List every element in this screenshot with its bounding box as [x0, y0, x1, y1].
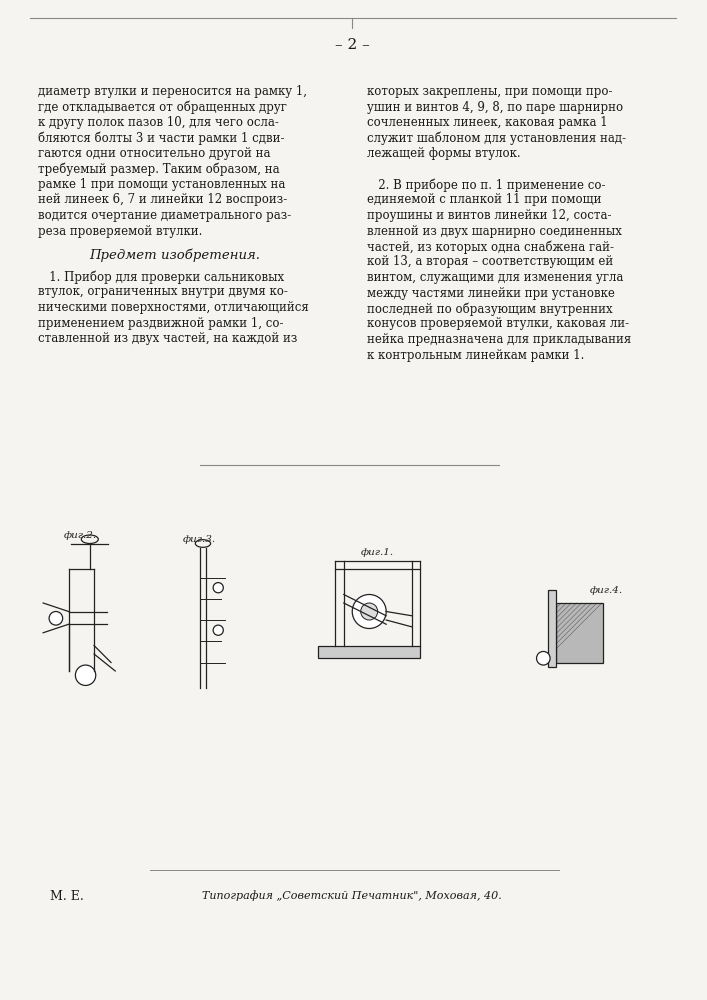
Text: к другу полок пазов 10, для чего осла-: к другу полок пазов 10, для чего осла-: [38, 116, 279, 129]
Circle shape: [361, 603, 378, 620]
Text: фиг.3.: фиг.3.: [183, 535, 216, 544]
Text: ней линеек 6, 7 и линейки 12 воспроиз-: ней линеек 6, 7 и линейки 12 воспроиз-: [38, 194, 287, 207]
Bar: [547, 590, 556, 667]
Text: гаются одни относительно другой на: гаются одни относительно другой на: [38, 147, 270, 160]
Text: фиг.1.: фиг.1.: [361, 548, 395, 557]
Text: водится очертание диаметрального раз-: водится очертание диаметрального раз-: [38, 209, 291, 222]
Text: единяемой с планкой 11 при помощи: единяемой с планкой 11 при помощи: [367, 194, 602, 207]
Text: ническими поверхностями, отличающийся: ническими поверхностями, отличающийся: [38, 301, 309, 314]
Text: винтом, служащими для изменения угла: винтом, служащими для изменения угла: [367, 271, 624, 284]
Circle shape: [49, 611, 63, 625]
Text: к контрольным линейкам рамки 1.: к контрольным линейкам рамки 1.: [367, 349, 585, 361]
Text: втулок, ограниченных внутри двумя ко-: втулок, ограниченных внутри двумя ко-: [38, 286, 288, 298]
Text: – 2 –: – 2 –: [335, 38, 370, 52]
Text: кой 13, а вторая – соответствующим ей: кой 13, а вторая – соответствующим ей: [367, 255, 614, 268]
Circle shape: [537, 651, 550, 665]
Text: Типография „Советский Печатник", Моховая, 40.: Типография „Советский Печатник", Моховая…: [202, 890, 502, 901]
Text: сочлененных линеек, каковая рамка 1: сочлененных линеек, каковая рамка 1: [367, 116, 608, 129]
Text: проушины и винтов линейки 12, соста-: проушины и винтов линейки 12, соста-: [367, 209, 612, 222]
Text: Предмет изобретения.: Предмет изобретения.: [89, 248, 260, 261]
Text: 2. В приборе по п. 1 применение со-: 2. В приборе по п. 1 применение со-: [367, 178, 606, 192]
Bar: [556, 603, 602, 662]
Text: служит шаблоном для установления над-: служит шаблоном для установления над-: [367, 131, 626, 145]
Text: нейка предназначена для прикладывания: нейка предназначена для прикладывания: [367, 333, 631, 346]
Circle shape: [213, 625, 223, 635]
Text: применением раздвижной рамки 1, со-: применением раздвижной рамки 1, со-: [38, 316, 284, 330]
Bar: [318, 646, 420, 658]
Text: рамке 1 при помощи установленных на: рамке 1 при помощи установленных на: [38, 178, 286, 191]
Text: диаметр втулки и переносится на рамку 1,: диаметр втулки и переносится на рамку 1,: [38, 85, 307, 98]
Text: ушин и винтов 4, 9, 8, по паре шарнирно: ушин и винтов 4, 9, 8, по паре шарнирно: [367, 101, 624, 113]
Text: частей, из которых одна снабжена гай-: частей, из которых одна снабжена гай-: [367, 240, 614, 253]
Text: ставленной из двух частей, на каждой из: ставленной из двух частей, на каждой из: [38, 332, 297, 345]
Text: лежащей формы втулок.: лежащей формы втулок.: [367, 147, 521, 160]
Text: реза проверяемой втулки.: реза проверяемой втулки.: [38, 225, 202, 237]
Text: бляются болты 3 и части рамки 1 сдви-: бляются болты 3 и части рамки 1 сдви-: [38, 131, 284, 145]
Circle shape: [352, 594, 386, 629]
Text: требуемый размер. Таким образом, на: требуемый размер. Таким образом, на: [38, 162, 279, 176]
Text: 1. Прибор для проверки сальниковых: 1. Прибор для проверки сальниковых: [38, 270, 284, 284]
Text: последней по образующим внутренних: последней по образующим внутренних: [367, 302, 613, 316]
Text: фиг.4.: фиг.4.: [590, 586, 623, 595]
Text: конусов проверяемой втулки, каковая ли-: конусов проверяемой втулки, каковая ли-: [367, 318, 629, 330]
Text: между частями линейки при установке: между частями линейки при установке: [367, 286, 615, 300]
Circle shape: [213, 583, 223, 593]
Text: вленной из двух шарнирно соединенных: вленной из двух шарнирно соединенных: [367, 225, 622, 237]
Circle shape: [76, 665, 95, 685]
Text: где откладывается от обращенных друг: где откладывается от обращенных друг: [38, 101, 287, 114]
Text: фиг.2.: фиг.2.: [63, 531, 96, 540]
Text: которых закреплены, при помощи про-: которых закреплены, при помощи про-: [367, 85, 613, 98]
Text: М. Е.: М. Е.: [50, 890, 83, 903]
